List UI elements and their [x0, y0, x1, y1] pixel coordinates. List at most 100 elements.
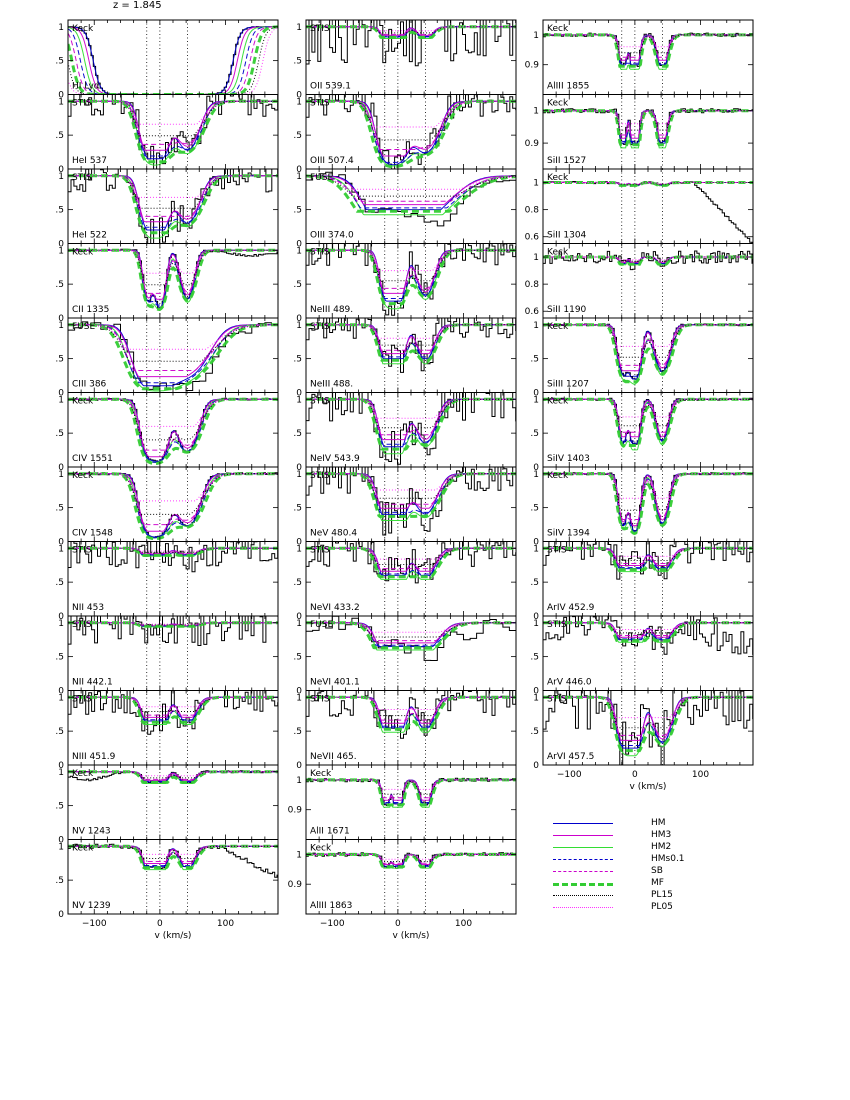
panel-1-10: 0 .5 1 STIS NIII 451.9	[55, 690, 279, 771]
ion-label: SiIII 1207	[547, 380, 589, 390]
x-tick-label: −100	[320, 919, 345, 929]
instrument-label: Keck	[547, 24, 569, 34]
y-tick-label: 0	[533, 389, 539, 399]
model-sb	[68, 398, 278, 451]
observed-spectrum	[306, 392, 516, 465]
model-pl05	[68, 845, 278, 855]
panel-1-7: 0 .5 1 Keck CIV 1548	[55, 466, 279, 548]
model-hm	[68, 398, 278, 462]
panel-1-2: 0 .5 1 STIS HeI 537	[55, 94, 279, 175]
model-pl15	[68, 398, 278, 441]
model-hm2	[543, 473, 753, 535]
observed-spectrum	[543, 541, 753, 580]
model-mf	[543, 621, 753, 643]
ion-label: HI Lyα	[72, 82, 100, 92]
ion-label: NeIII 488.	[310, 380, 353, 390]
y-tick-label: .5	[293, 578, 302, 588]
x-tick-label: 100	[455, 919, 472, 929]
y-tick-label: .5	[530, 578, 539, 588]
model-hms01	[306, 547, 516, 575]
model-pl15	[543, 324, 753, 358]
model-sb	[68, 473, 278, 526]
instrument-label: STIS	[547, 695, 567, 705]
model-pl05	[68, 473, 278, 502]
ion-label: ArIV 452.9	[547, 603, 595, 613]
legend-label: SB	[651, 866, 663, 876]
y-tick-label: 0.9	[288, 880, 303, 890]
y-tick-label: .5	[293, 131, 302, 141]
model-sb	[306, 779, 516, 799]
model-hms01	[306, 249, 516, 299]
model-pl05	[306, 26, 516, 32]
model-hm2	[543, 110, 753, 149]
model-hm3	[543, 398, 753, 438]
instrument-label: STIS	[72, 546, 92, 556]
instrument-label: Keck	[547, 322, 569, 332]
model-pl05	[543, 110, 753, 125]
y-tick-label: .5	[530, 429, 539, 439]
legend-item-pl15: PL15	[548, 890, 673, 901]
model-hm2	[306, 324, 516, 365]
model-hm3	[68, 696, 278, 718]
y-tick-label: 0	[296, 612, 302, 622]
legend-label: HMs0.1	[651, 854, 685, 864]
instrument-label: STIS	[72, 620, 92, 630]
panel-2-11: 0.9 1 Keck AlII 1671	[288, 764, 517, 840]
legend-swatch	[553, 883, 613, 886]
model-pl15	[68, 547, 278, 553]
model-hm2	[543, 34, 753, 70]
y-tick-label: 1	[296, 470, 302, 480]
ion-label: NeIII 489.	[310, 305, 353, 315]
ion-label: AlII 1671	[310, 827, 350, 837]
observed-spectrum	[543, 472, 753, 532]
model-mf	[306, 174, 516, 213]
model-sb	[306, 398, 516, 436]
ion-label: HeI 537	[72, 156, 107, 166]
panel-3-7: 0 .5 1 Keck SiIV 1394	[530, 466, 754, 548]
legend-item-hm3: HM3	[548, 830, 672, 841]
panel-2-12: 0.9 1 Keck AlIII 1863 −100 0 100 v (km/s)	[288, 839, 517, 941]
model-pl05	[543, 622, 753, 630]
model-hm3	[306, 547, 516, 572]
instrument-label: STIS	[72, 173, 92, 183]
model-hm3	[68, 249, 278, 300]
model-hm3	[543, 473, 753, 527]
y-tick-label: .5	[293, 57, 302, 67]
model-hm3	[543, 110, 753, 139]
ion-label: NeV 480.4	[310, 529, 357, 539]
legend-label: HM3	[651, 830, 672, 840]
legend-swatch	[553, 859, 613, 860]
model-pl05	[68, 547, 278, 552]
instrument-label: STIS	[72, 695, 92, 705]
model-mf	[306, 25, 516, 39]
instrument-label: Keck	[547, 173, 569, 183]
model-hm3	[543, 622, 753, 638]
model-pl15	[306, 324, 516, 346]
model-hm3	[306, 853, 516, 865]
y-tick-label: 1	[296, 172, 302, 182]
panel-3-1: 0.9 1 Keck AlIII 1855	[525, 19, 754, 95]
model-hm	[543, 34, 753, 66]
model-sb	[306, 547, 516, 570]
instrument-label: Keck	[72, 844, 94, 854]
ion-label: AlIII 1863	[310, 901, 352, 911]
y-tick-label: 1	[58, 172, 64, 182]
x-tick-label: 0	[395, 919, 401, 929]
ion-label: NV 1239	[72, 901, 111, 911]
y-tick-label: 0.9	[525, 61, 540, 71]
ion-label: OII 539.1	[310, 82, 351, 92]
y-tick-label: 1	[58, 768, 64, 778]
panel-2-3: 0 .5 1 FUSE OIII 374.0	[293, 168, 517, 250]
redshift-label: z = 1.845	[113, 0, 162, 11]
model-mf	[306, 99, 516, 169]
model-mf	[543, 397, 753, 447]
model-pl15	[543, 622, 753, 634]
y-tick-label: 0	[58, 612, 64, 622]
ion-label: CIV 1548	[72, 529, 113, 539]
model-pl15	[306, 547, 516, 565]
model-pl05	[543, 398, 753, 418]
model-mf	[68, 770, 278, 784]
model-sb	[543, 696, 753, 736]
model-pl15	[543, 110, 753, 131]
legend-swatch	[553, 895, 613, 896]
